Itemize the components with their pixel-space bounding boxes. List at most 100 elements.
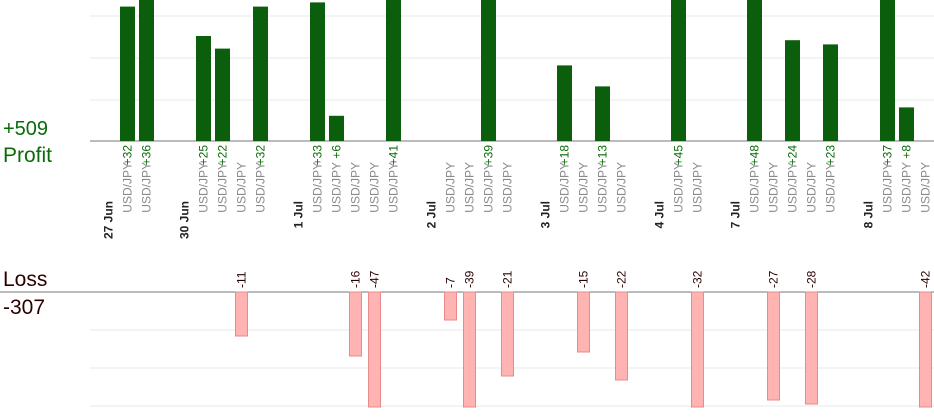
date-label: 8 Jul: [862, 201, 876, 228]
pair-label: USD/JPY: [786, 162, 800, 213]
pair-label: USD/JPY: [444, 162, 458, 213]
pair-label: USD/JPY: [254, 162, 268, 213]
pair-label: USD/JPY: [805, 162, 819, 213]
date-label: 1 Jul: [292, 201, 306, 228]
profit-bar: [386, 0, 401, 141]
profit-value-label: +37: [881, 145, 895, 166]
date-label: 4 Jul: [653, 201, 667, 228]
date-label: 30 Jun: [178, 201, 192, 239]
loss-value-label: -15: [577, 270, 591, 288]
profit-value-label: +48: [748, 145, 762, 166]
profit-bar: [823, 44, 838, 141]
profit-bar: [139, 0, 154, 141]
pair-label: USD/JPY: [919, 162, 933, 213]
loss-value-label: -21: [501, 270, 515, 288]
profit-bar: [747, 0, 762, 141]
profit-value-label: +45: [672, 145, 686, 166]
loss-value-label: -42: [919, 270, 933, 288]
pair-label: USD/JPY: [767, 162, 781, 213]
profit-value-label: +13: [596, 145, 610, 166]
loss-bar: [691, 291, 704, 408]
loss-value-label: -39: [463, 270, 477, 288]
loss-bar: [767, 291, 780, 401]
profit-value-label: +6: [330, 145, 344, 159]
loss-bar: [349, 291, 362, 357]
date-label: 3 Jul: [539, 201, 553, 228]
profit-bar: [329, 115, 344, 141]
pair-label: USD/JPY: [577, 162, 591, 213]
pair-label: USD/JPY: [235, 162, 249, 213]
profit-value-label: +8: [900, 145, 914, 159]
pair-label: USD/JPY: [748, 162, 762, 213]
profit-bar: [196, 36, 211, 141]
pair-label: USD/JPY: [311, 162, 325, 213]
loss-value-label: -7: [444, 277, 458, 288]
pair-label: USD/JPY: [691, 162, 705, 213]
profit-bar: [671, 0, 686, 141]
pair-label: USD/JPY: [197, 162, 211, 213]
loss-value-label: -22: [615, 270, 629, 288]
pair-label: USD/JPY: [121, 162, 135, 213]
pair-label: USD/JPY: [672, 162, 686, 213]
date-label: 2 Jul: [425, 201, 439, 228]
date-label: 27 Jun: [102, 201, 116, 239]
profit-value-label: +18: [558, 145, 572, 166]
loss-value-label: -16: [349, 270, 363, 288]
loss-value-label: -32: [691, 270, 705, 288]
pair-label: USD/JPY: [387, 162, 401, 213]
loss-total: -307: [3, 296, 46, 319]
profit-value-label: +25: [197, 145, 211, 166]
pair-label: USD/JPY: [463, 162, 477, 213]
pair-label: USD/JPY: [349, 162, 363, 213]
loss-bar: [577, 291, 590, 353]
loss-bar: [444, 291, 457, 321]
profit-total: +509: [3, 118, 49, 140]
profit-value-label: +33: [311, 145, 325, 166]
loss-value-label: -47: [368, 270, 382, 288]
loss-bar: [805, 291, 818, 405]
loss-bar: [501, 291, 514, 377]
loss-value-label: -11: [235, 271, 249, 288]
pair-label: USD/JPY: [900, 162, 914, 213]
pair-label: USD/JPY: [824, 162, 838, 213]
profit-bar: [120, 6, 135, 141]
profit-bar: [310, 2, 325, 142]
pair-label: USD/JPY: [615, 162, 629, 213]
profit-value-label: +24: [786, 145, 800, 166]
profit-value-label: +22: [216, 145, 230, 166]
pair-label: USD/JPY: [140, 162, 154, 213]
profit-label: Profit: [3, 144, 53, 167]
profit-bar: [785, 40, 800, 142]
pair-label: USD/JPY: [368, 162, 382, 213]
pair-label: USD/JPY: [558, 162, 572, 213]
loss-value-label: -27: [767, 270, 781, 288]
date-label: 7 Jul: [729, 201, 743, 228]
loss-value-label: -28: [805, 270, 819, 288]
pair-label: USD/JPY: [596, 162, 610, 213]
pair-label: USD/JPY: [482, 162, 496, 213]
profit-value-label: +36: [140, 145, 154, 166]
pair-label: USD/JPY: [881, 162, 895, 213]
profit-bar: [557, 65, 572, 141]
profit-bar: [215, 48, 230, 141]
loss-bar: [368, 291, 381, 408]
profit-bar: [880, 0, 895, 141]
profit-value-label: +32: [121, 145, 135, 166]
loss-bar: [615, 291, 628, 381]
pair-label: USD/JPY: [501, 162, 515, 213]
profit-bar: [253, 6, 268, 141]
profit-value-label: +41: [387, 145, 401, 166]
profit-value-label: +39: [482, 145, 496, 166]
loss-bar: [463, 291, 476, 408]
profit-bar: [595, 86, 610, 141]
loss-bar: [235, 291, 248, 337]
profit-value-label: +23: [824, 145, 838, 166]
profit-bar: [899, 107, 914, 141]
loss-label: Loss: [3, 268, 48, 291]
pair-label: USD/JPY: [216, 162, 230, 213]
loss-bar: [919, 291, 932, 408]
profit-value-label: +32: [254, 145, 268, 166]
profit-bar: [481, 0, 496, 141]
pair-label: USD/JPY: [330, 162, 344, 213]
